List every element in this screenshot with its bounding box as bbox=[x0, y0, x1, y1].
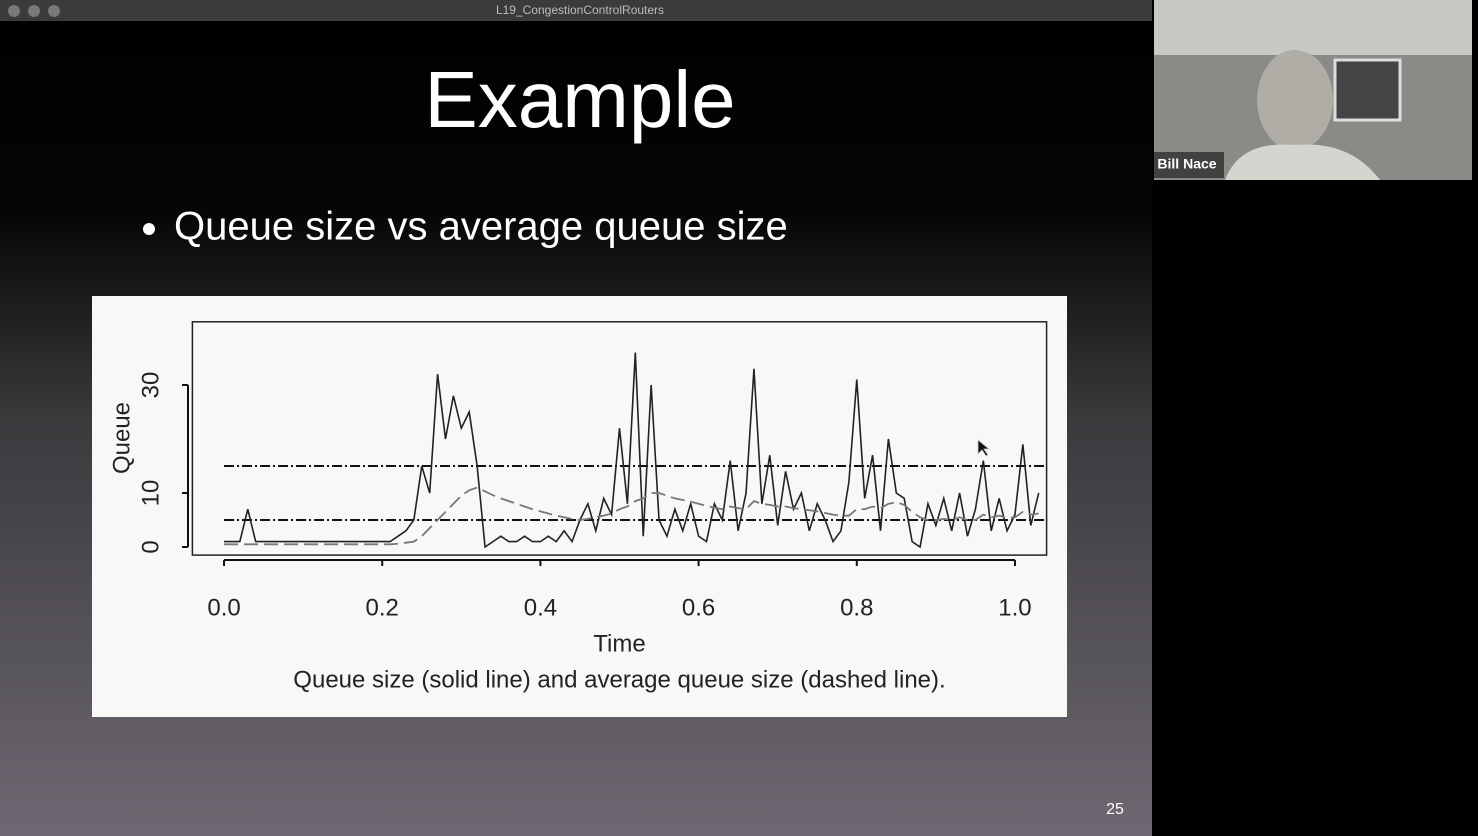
minimize-button[interactable] bbox=[28, 5, 40, 17]
chart-caption: Queue size (solid line) and average queu… bbox=[293, 666, 945, 693]
chart-image bbox=[92, 296, 1067, 717]
y-tick-label: 0 bbox=[137, 540, 164, 553]
slide-title: Example bbox=[424, 55, 735, 144]
y-tick-label: 30 bbox=[137, 372, 164, 399]
plot-frame bbox=[191, 321, 1048, 556]
zoom-button[interactable] bbox=[48, 5, 60, 17]
mouse-cursor bbox=[977, 439, 991, 457]
x-tick-label: 0.2 bbox=[366, 594, 399, 621]
y-axis-label: Queue bbox=[108, 402, 135, 474]
close-button[interactable] bbox=[8, 5, 20, 17]
video-wall bbox=[1154, 0, 1472, 55]
video-picture-frame bbox=[1333, 58, 1402, 122]
y-tick-label: 10 bbox=[137, 480, 164, 507]
x-tick-label: 0.0 bbox=[207, 594, 240, 621]
bullet-dot bbox=[143, 223, 155, 235]
page-number: 25 bbox=[1106, 801, 1124, 818]
window-title: L19_CongestionControlRouters bbox=[496, 3, 664, 17]
x-tick-label: 1.0 bbox=[998, 594, 1031, 621]
participant-name: Bill Nace bbox=[1157, 156, 1216, 172]
bullet-text: Queue size vs average queue size bbox=[174, 205, 788, 249]
average-queue-line bbox=[224, 486, 1039, 546]
x-tick-label: 0.4 bbox=[524, 594, 557, 621]
title-bar bbox=[0, 0, 1152, 21]
video-person-body bbox=[1225, 144, 1380, 180]
x-tick-label: 0.6 bbox=[682, 594, 715, 621]
queue-line bbox=[224, 352, 1040, 549]
participant-label-bg bbox=[1154, 152, 1224, 178]
x-axis-label: Time bbox=[593, 630, 645, 657]
x-tick-label: 0.8 bbox=[840, 594, 873, 621]
video-person-head bbox=[1257, 50, 1333, 150]
